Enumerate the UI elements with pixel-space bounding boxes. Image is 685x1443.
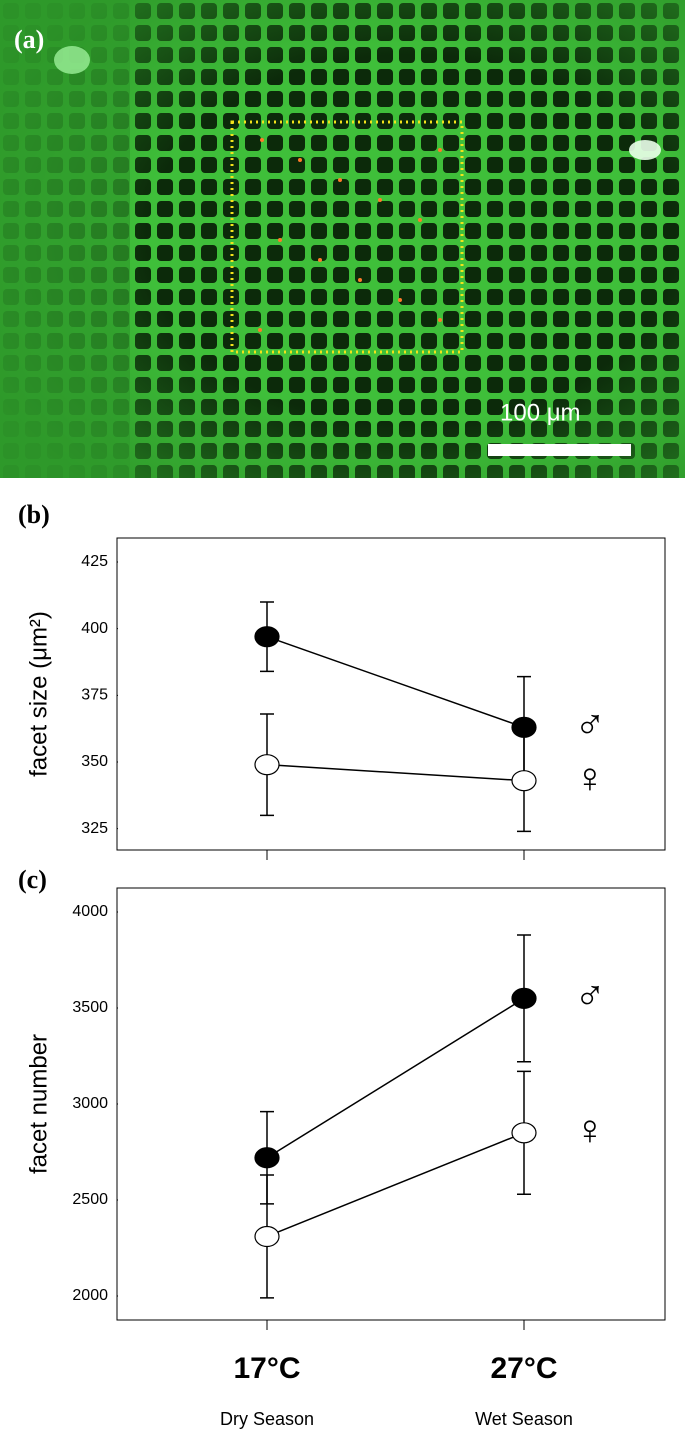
y-tick-label: 400 [81, 620, 108, 637]
y-tick-label: 375 [81, 687, 108, 704]
series-line [266, 635, 525, 729]
series-line [266, 763, 525, 782]
legend-label: ♀ [574, 1106, 606, 1153]
legend-label: ♂ [574, 971, 606, 1018]
data-point [254, 1225, 280, 1248]
y-axis-label: facet size (μm²) [25, 611, 52, 777]
x-sublabel: Dry Season [220, 1409, 314, 1429]
data-point [254, 626, 280, 648]
panel-label: (a) [14, 25, 44, 54]
data-point [254, 1147, 280, 1169]
x-tick-label: 17°C [233, 1352, 300, 1385]
panel-label: (c) [18, 865, 47, 894]
data-point [511, 770, 537, 792]
data-point [511, 1122, 537, 1144]
y-tick-label: 3500 [72, 999, 108, 1016]
y-tick-label: 2500 [72, 1191, 108, 1208]
y-axis-label: facet number [25, 1034, 52, 1174]
data-point [511, 987, 537, 1010]
x-tick-label: 27°C [490, 1352, 557, 1385]
plot-frame [116, 887, 666, 1321]
panel-label: (b) [18, 500, 50, 529]
plot-frame [116, 537, 666, 851]
micrograph: 100 μm (a) [0, 0, 685, 478]
y-tick-label: 4000 [72, 903, 108, 920]
y-tick-label: 325 [81, 820, 108, 837]
series-line [266, 997, 525, 1159]
y-tick-label: 350 [81, 753, 108, 770]
data-point [254, 754, 280, 776]
series-line [266, 1132, 525, 1238]
legend-label: ♂ [574, 700, 606, 747]
legend-label: ♀ [574, 754, 606, 801]
y-tick-label: 425 [81, 553, 108, 570]
x-sublabel: Wet Season [475, 1409, 573, 1429]
y-tick-label: 2000 [72, 1287, 108, 1304]
y-tick-label: 3000 [72, 1095, 108, 1112]
scale-bar-label: 100 μm [500, 399, 581, 426]
